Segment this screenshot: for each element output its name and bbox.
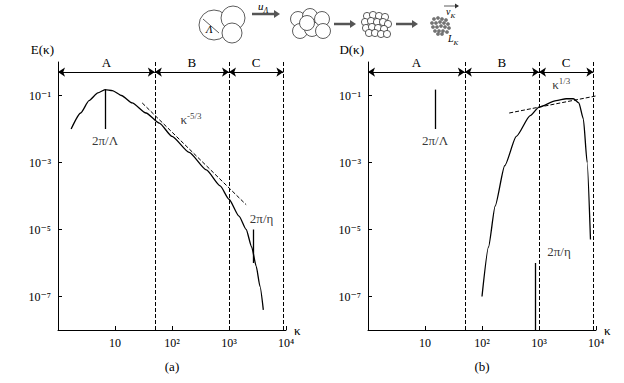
svg-text:C: C <box>562 55 571 70</box>
svg-text:1/3: 1/3 <box>559 76 571 86</box>
svg-text:κ: κ <box>604 323 611 338</box>
svg-text:-5/3: -5/3 <box>187 111 202 121</box>
svg-text:10⁴: 10⁴ <box>588 336 604 350</box>
svg-text:10³: 10³ <box>531 336 547 350</box>
svg-text:A: A <box>102 55 112 70</box>
svg-text:LK: LK <box>447 33 459 46</box>
svg-text:D(κ): D(κ) <box>339 42 364 57</box>
svg-text:B: B <box>188 55 197 70</box>
svg-text:(b): (b) <box>474 359 489 374</box>
svg-text:κ: κ <box>552 77 559 93</box>
svg-text:10⁴: 10⁴ <box>278 336 294 350</box>
svg-text:10²: 10² <box>474 336 490 350</box>
svg-text:κ: κ <box>180 112 187 127</box>
svg-text:10⁻¹: 10⁻¹ <box>29 89 51 103</box>
svg-text:uΛ: uΛ <box>258 0 269 15</box>
svg-text:10⁻³: 10⁻³ <box>29 156 51 170</box>
svg-text:A: A <box>412 55 422 70</box>
svg-text:10³: 10³ <box>221 336 237 350</box>
svg-text:10⁻³: 10⁻³ <box>339 156 361 170</box>
svg-text:10⁻⁵: 10⁻⁵ <box>28 223 51 237</box>
svg-text:κ: κ <box>294 323 301 338</box>
svg-text:2π/η: 2π/η <box>250 211 274 226</box>
svg-text:10²: 10² <box>164 336 180 350</box>
svg-text:(a): (a) <box>165 359 179 374</box>
svg-text:Λ: Λ <box>205 23 213 35</box>
svg-text:2π/Λ: 2π/Λ <box>422 133 449 148</box>
svg-text:B: B <box>498 55 507 70</box>
svg-text:E(κ): E(κ) <box>31 42 54 57</box>
svg-text:10⁻⁷: 10⁻⁷ <box>28 290 51 304</box>
svg-text:2π/η: 2π/η <box>547 244 571 259</box>
svg-text:10⁻⁵: 10⁻⁵ <box>338 223 361 237</box>
svg-text:C: C <box>252 55 261 70</box>
svg-text:10⁻⁷: 10⁻⁷ <box>338 290 361 304</box>
svg-text:10⁻¹: 10⁻¹ <box>339 89 361 103</box>
svg-text:10: 10 <box>419 336 431 350</box>
svg-text:10: 10 <box>109 336 121 350</box>
svg-text:vK: vK <box>446 6 455 20</box>
svg-text:2π/Λ: 2π/Λ <box>92 133 119 148</box>
